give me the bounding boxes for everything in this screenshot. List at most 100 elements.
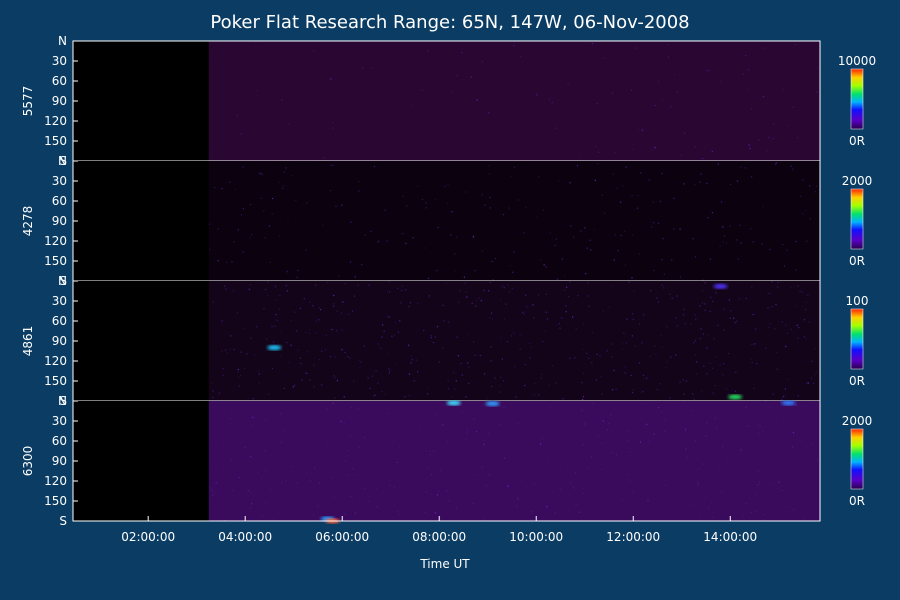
noise-dot [636, 207, 639, 209]
noise-dot [344, 513, 346, 515]
noise-dot [581, 430, 583, 432]
noise-dot [344, 351, 346, 353]
noise-dot [404, 396, 406, 398]
noise-dot [601, 442, 603, 444]
noise-dot [725, 388, 727, 390]
noise-dot [290, 344, 292, 346]
noise-dot [472, 502, 474, 504]
noise-dot [637, 464, 639, 466]
noise-dot [797, 285, 799, 287]
noise-dot [248, 288, 250, 290]
noise-dot [762, 431, 764, 433]
noise-dot [682, 314, 685, 316]
noise-dot [693, 472, 695, 474]
noise-dot [803, 517, 805, 519]
noise-dot [556, 506, 558, 508]
noise-dot [370, 230, 372, 233]
noise-dot [250, 337, 252, 339]
noise-dot [758, 481, 760, 483]
noise-dot [360, 361, 362, 363]
noise-dot [309, 480, 311, 482]
aurora-feature [781, 400, 796, 406]
noise-dot [351, 501, 354, 503]
noise-dot [795, 269, 797, 271]
noise-dot [791, 169, 793, 171]
noise-dot [507, 485, 509, 487]
noise-dot [388, 368, 390, 370]
noise-dot [407, 344, 410, 346]
noise-dot [694, 314, 696, 316]
noise-dot [340, 420, 342, 422]
noise-dot [694, 146, 696, 148]
noise-dot [596, 353, 598, 355]
x-axis: 02:00:00 04:00:00 06:00:00 08:00:00 10:00:00… [121, 516, 757, 544]
noise-dot [712, 516, 714, 519]
noise-dot [737, 258, 739, 260]
noise-dot [330, 78, 332, 80]
noise-dot [283, 430, 285, 432]
noise-dot [402, 233, 404, 235]
noise-dot [730, 310, 732, 312]
noise-dot [254, 470, 256, 472]
noise-dot [523, 313, 525, 315]
noise-dot [233, 241, 235, 243]
noise-dot [534, 383, 536, 385]
noise-dot [722, 241, 724, 243]
y-tick-label: 120 [44, 354, 67, 368]
noise-dot [305, 331, 307, 333]
noise-dot [500, 299, 502, 301]
noise-dot [551, 491, 553, 493]
noise-dot [406, 205, 408, 207]
noise-dot [533, 317, 535, 319]
noise-dot [576, 165, 578, 167]
noise-dot [694, 354, 697, 356]
noise-dot [401, 285, 403, 287]
noise-dot [722, 446, 724, 448]
noise-dot [530, 346, 532, 348]
noise-dot [624, 372, 626, 374]
noise-dot [792, 432, 794, 434]
noise-dot [215, 481, 218, 483]
noise-dot [632, 389, 634, 391]
noise-dot [428, 295, 430, 297]
noise-dot [554, 512, 556, 514]
noise-dot [274, 286, 276, 288]
noise-dot [483, 289, 485, 292]
noise-dot [808, 321, 811, 323]
noise-dot [702, 279, 704, 281]
x-axis-label: Time UT [419, 557, 470, 571]
noise-dot [348, 474, 350, 476]
noise-dot [447, 440, 449, 443]
y-tick-label: N [58, 34, 67, 48]
y-tick-label: N [58, 394, 67, 408]
noise-dot [357, 408, 359, 410]
noise-dot [787, 378, 789, 380]
noise-dot [648, 179, 650, 181]
noise-dot [646, 377, 648, 379]
noise-dot [712, 392, 714, 394]
noise-dot [333, 294, 335, 297]
noise-dot [273, 518, 275, 520]
noise-dot [448, 500, 450, 502]
noise-dot [240, 214, 242, 216]
noise-dot [425, 202, 427, 204]
noise-dot [667, 56, 670, 58]
noise-dot [784, 388, 786, 390]
noise-dot [264, 237, 266, 239]
noise-dot [775, 304, 777, 306]
y-tick-label: 60 [52, 74, 67, 88]
noise-dot [343, 422, 345, 424]
noise-dot [782, 244, 784, 246]
noise-dot [795, 240, 797, 243]
noise-dot [536, 216, 538, 218]
noise-dot [246, 353, 248, 355]
noise-dot [218, 392, 220, 394]
noise-dot [256, 89, 258, 91]
noise-dot [444, 185, 446, 187]
noise-dot [711, 212, 713, 214]
noise-dot [772, 137, 774, 140]
noise-dot [286, 290, 288, 292]
noise-dot [328, 510, 330, 512]
noise-dot [341, 349, 343, 351]
noise-dot [229, 181, 231, 183]
